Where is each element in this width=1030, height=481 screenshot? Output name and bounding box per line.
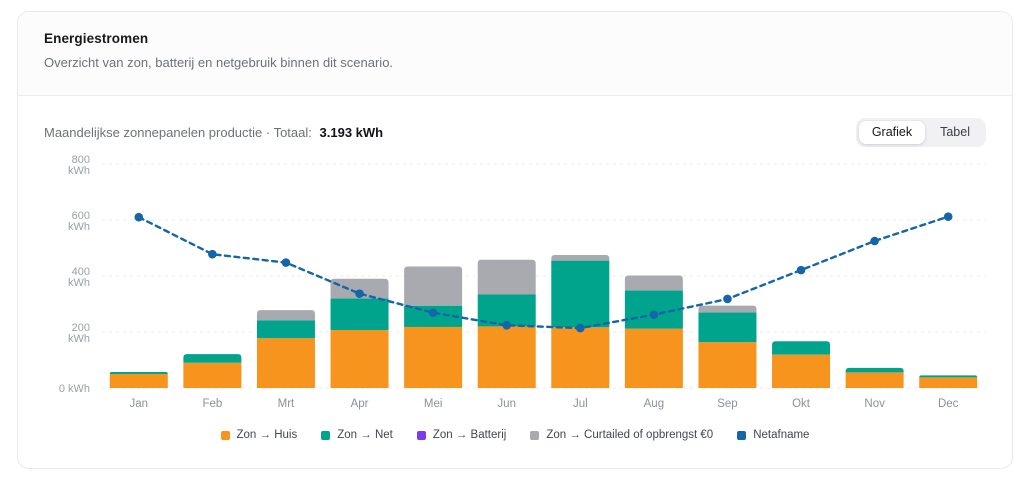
svg-text:Mrt: Mrt <box>278 398 295 410</box>
svg-text:0 kWh: 0 kWh <box>59 383 90 395</box>
chart-title: Maandelijkse zonnepanelen productie · To… <box>44 125 383 140</box>
legend-swatch-icon <box>737 430 747 440</box>
card-body: Maandelijkse zonnepanelen productie · To… <box>18 96 1012 443</box>
svg-text:Jun: Jun <box>497 398 516 410</box>
card-subtitle: Overzicht van zon, batterij en netgebrui… <box>44 55 394 70</box>
chart-title-label: Maandelijkse zonnepanelen productie · To… <box>44 125 312 140</box>
legend-label: Zon → Net <box>337 429 393 441</box>
svg-text:Aug: Aug <box>644 398 664 410</box>
energy-chart: 0 kWh 200 kWh 400 kWh 600 kWh 800 kWh Jan Feb Mrt Ap… <box>59 154 985 410</box>
legend-swatch-icon <box>530 430 540 440</box>
legend-item: Zon → Net <box>321 429 393 441</box>
chart-legend: Zon → Huis Zon → Net Zon → Batterij Zon → C… <box>44 427 986 443</box>
svg-text:Nov: Nov <box>864 398 885 410</box>
legend-item: Zon → Batterij <box>416 429 507 441</box>
svg-text:Feb: Feb <box>202 398 222 410</box>
card-header: Energiestromen Overzicht van zon, batter… <box>18 12 1012 96</box>
svg-text:Jan: Jan <box>130 398 149 410</box>
chart-total-value: 3.193 kWh <box>319 125 384 140</box>
chart-header-row: Maandelijkse zonnepanelen productie · To… <box>44 117 986 148</box>
legend-label: Zon → Curtailed of opbrengst €0 <box>546 429 714 441</box>
legend-label: Zon → Huis <box>236 429 298 441</box>
legend-item: Zon → Curtailed of opbrengst €0 <box>530 429 713 441</box>
legend-swatch-icon <box>416 430 426 440</box>
svg-text:Mei: Mei <box>424 398 443 410</box>
energiestromen-card: Energiestromen Overzicht van zon, batter… <box>17 11 1013 469</box>
legend-item: Netafname <box>737 429 809 441</box>
svg-text:Okt: Okt <box>792 398 811 410</box>
legend-label: Netafname <box>753 429 810 441</box>
svg-text:Apr: Apr <box>351 398 369 410</box>
legend-swatch-icon <box>220 430 230 440</box>
grafiek-tab-button[interactable]: Grafiek <box>858 120 926 145</box>
tabel-tab-button[interactable]: Tabel <box>927 121 983 145</box>
card-title: Energiestromen <box>44 31 149 46</box>
legend-swatch-icon <box>321 430 331 440</box>
svg-text:Sep: Sep <box>717 398 737 410</box>
legend-label: Zon → Batterij <box>432 429 507 441</box>
svg-text:Dec: Dec <box>938 398 959 410</box>
view-toggle: Grafiek Tabel <box>855 117 986 148</box>
svg-text:Jul: Jul <box>573 398 588 410</box>
legend-item: Zon → Huis <box>220 429 298 441</box>
